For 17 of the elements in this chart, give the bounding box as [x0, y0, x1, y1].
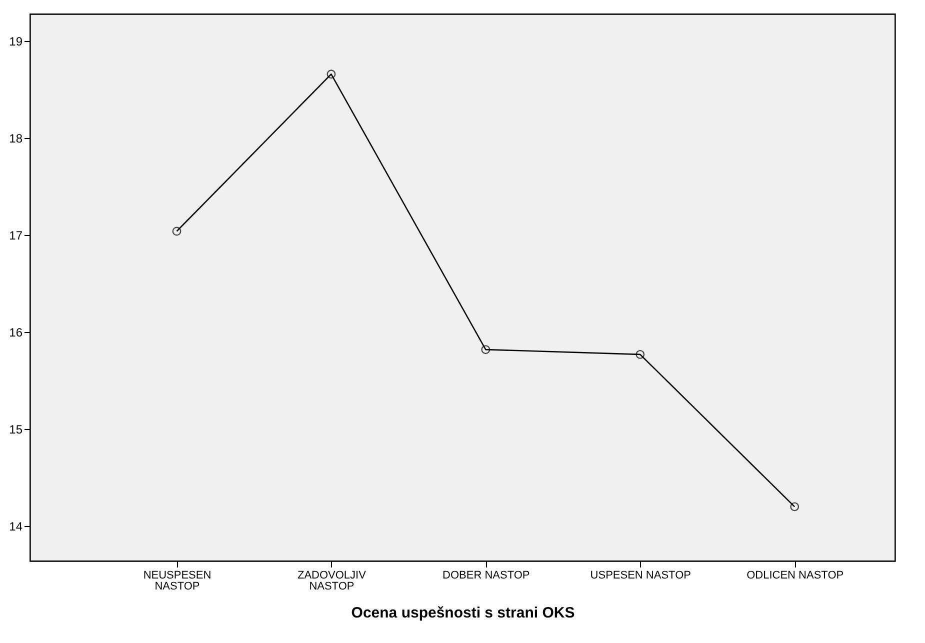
x-tick-label: USPESEN NASTOP — [590, 570, 691, 582]
y-tick-label: 15 — [9, 422, 23, 437]
x-tick-label: DOBER NASTOP — [442, 570, 530, 582]
y-tick-label: 14 — [9, 520, 23, 534]
y-tick-label: 19 — [9, 34, 23, 49]
x-tick-label: ZADOVOLJIV NASTOP — [297, 570, 367, 592]
x-axis-title: Ocena uspešnosti s strani OKS — [351, 604, 575, 622]
point — [172, 226, 182, 236]
y-tick-label: 17 — [9, 228, 23, 243]
y-tick-label: 16 — [9, 326, 23, 340]
x-tick-label: ODLICEN NASTOP — [746, 570, 844, 582]
point — [326, 70, 336, 79]
point — [481, 345, 490, 354]
point — [790, 502, 800, 512]
x-tick-label: NEUSPESEN NASTOP — [143, 570, 212, 592]
point — [636, 350, 645, 359]
y-tick-label: 18 — [9, 132, 23, 146]
